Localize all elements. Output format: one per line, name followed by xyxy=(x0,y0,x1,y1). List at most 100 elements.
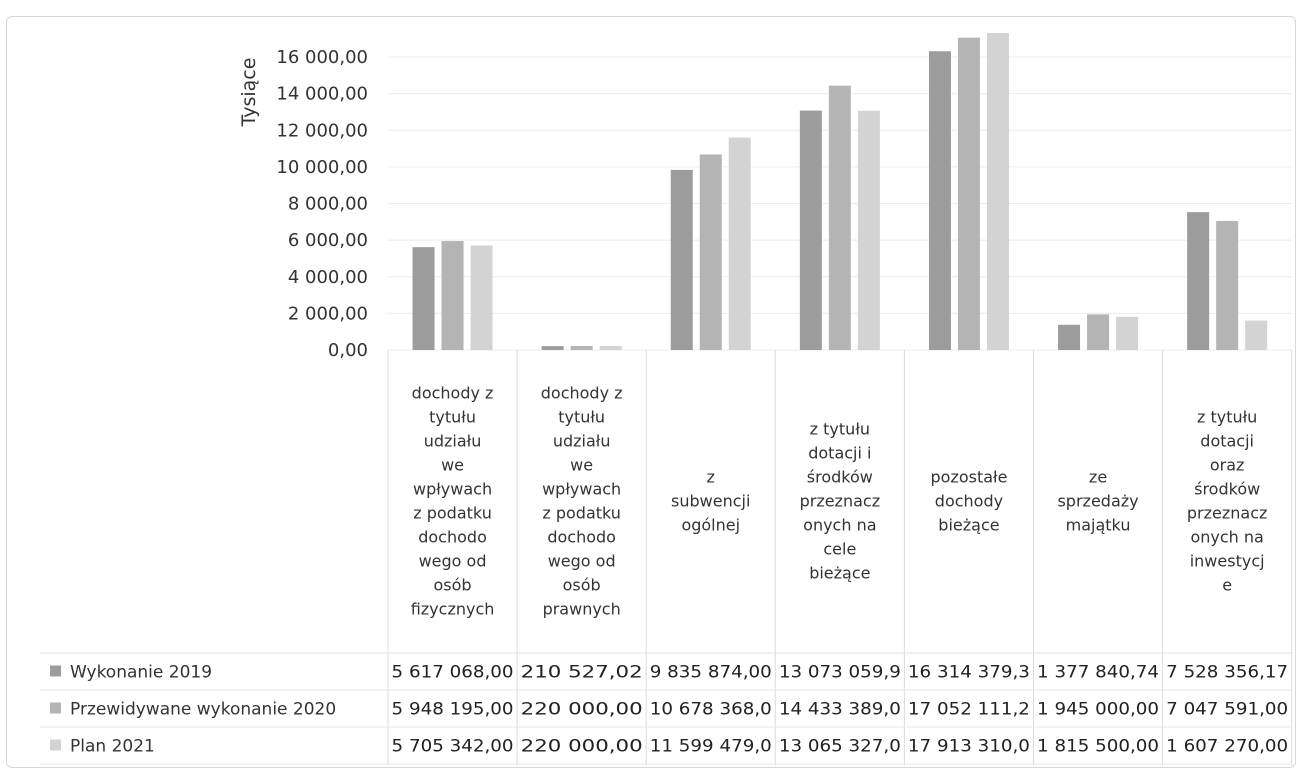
category-label: onych na xyxy=(1190,528,1263,547)
legend-label: Przewidywane wykonanie 2020 xyxy=(70,700,336,720)
bar-1-5 xyxy=(928,51,951,351)
table-cell: 9 835 874,00 xyxy=(650,663,772,683)
category-label: we xyxy=(570,456,593,475)
table-cell: 10 678 368,0 xyxy=(650,700,772,720)
category-label: majątku xyxy=(1066,516,1131,535)
y-tick-label: 6 000,00 xyxy=(288,230,368,251)
bar-1-3 xyxy=(670,169,693,350)
legend-swatch xyxy=(50,739,61,751)
bar-2-4 xyxy=(828,85,851,350)
category-label: we xyxy=(441,456,464,475)
category-label: ogólnej xyxy=(681,516,740,535)
bar-2-7 xyxy=(1216,220,1239,350)
category-label: fizycznych xyxy=(411,600,495,619)
table-cell: 5 705 342,00 xyxy=(392,737,514,757)
bar-3-1 xyxy=(470,245,493,350)
y-tick-label: 12 000,00 xyxy=(276,120,368,141)
category-label: oraz xyxy=(1210,456,1245,475)
y-tick-label: 14 000,00 xyxy=(276,84,368,105)
y-tick-label: 16 000,00 xyxy=(276,47,368,68)
category-label: udziału xyxy=(553,432,611,451)
bar-3-7 xyxy=(1245,320,1268,350)
bar-3-2 xyxy=(599,345,622,350)
bar-1-4 xyxy=(799,110,822,350)
table-cell: 17 913 310,0 xyxy=(908,737,1030,757)
table-cell: 13 065 327,0 xyxy=(779,737,901,757)
category-label: dotacji xyxy=(1200,432,1254,451)
table-cell: 1 945 000,00 xyxy=(1037,700,1159,720)
category-label: tytułu xyxy=(429,408,476,427)
table-cell: 210 527,02 xyxy=(521,663,643,683)
table-cell: 5 948 195,00 xyxy=(392,700,514,720)
table-cell: 11 599 479,0 xyxy=(650,737,772,757)
category-label: cele xyxy=(823,540,856,559)
table-cell: 1 377 840,74 xyxy=(1037,663,1159,683)
category-label: osób xyxy=(434,576,472,595)
category-label: z tytułu xyxy=(1197,408,1257,427)
bar-1-7 xyxy=(1187,212,1210,350)
category-label: przeznacz xyxy=(1187,504,1268,523)
category-label: sprzedaży xyxy=(1057,492,1138,511)
category-label: z podatku xyxy=(413,504,492,523)
bar-3-4 xyxy=(857,110,880,350)
table-cell: 17 052 111,2 xyxy=(908,700,1030,720)
table-cell: 220 000,00 xyxy=(521,737,643,757)
y-tick-label: 10 000,00 xyxy=(276,157,368,178)
category-label: dochodo xyxy=(547,528,616,547)
category-label: pozostałe xyxy=(930,468,1007,487)
category-label: inwestycj xyxy=(1190,552,1265,571)
category-label: wego od xyxy=(548,552,616,571)
data-table: dochody z tytułu udziału we wpływach z podatk… xyxy=(40,350,1293,766)
category-label: osób xyxy=(563,576,601,595)
bar-1-2 xyxy=(541,346,564,350)
category-label: prawnych xyxy=(543,600,621,619)
y-tick-label: 8 000,00 xyxy=(288,194,368,215)
bar-1-1 xyxy=(412,247,435,350)
legend-label: Wykonanie 2019 xyxy=(70,663,212,683)
chart-frame xyxy=(6,16,1296,768)
category-label: dochody z xyxy=(541,384,623,403)
bar-2-6 xyxy=(1087,314,1110,350)
category-label: dochody z xyxy=(412,384,494,403)
category-label: subwencji xyxy=(671,492,750,511)
table-cell: 13 073 059,9 xyxy=(779,663,901,683)
table-cell: 14 433 389,0 xyxy=(779,700,901,720)
bar-2-2 xyxy=(570,345,593,350)
legend-swatch xyxy=(50,702,61,714)
bars xyxy=(412,33,1268,351)
category-label: bieżące xyxy=(809,564,870,583)
category-label: ze xyxy=(1089,468,1107,487)
category-label: onych na xyxy=(803,516,876,535)
category-label: środków xyxy=(807,468,873,487)
category-label: środków xyxy=(1194,480,1260,499)
bar-2-3 xyxy=(699,154,722,350)
category-label: bieżące xyxy=(938,516,999,535)
table-cell: 7 047 591,00 xyxy=(1166,700,1288,720)
bar-2-5 xyxy=(957,37,980,351)
table-cell: 5 617 068,00 xyxy=(392,663,514,683)
category-label: przeznacz xyxy=(800,492,881,511)
category-label: wpływach xyxy=(542,480,621,499)
table-cell: 220 000,00 xyxy=(521,700,643,720)
legend-swatch xyxy=(50,665,61,677)
y-axis-title: Tysiące xyxy=(238,58,260,128)
table-cell: 1 815 500,00 xyxy=(1037,737,1159,757)
category-label: udziału xyxy=(424,432,482,451)
category-label: tytułu xyxy=(558,408,605,427)
category-label: z podatku xyxy=(542,504,621,523)
bar-1-6 xyxy=(1058,324,1081,350)
bar-3-3 xyxy=(728,137,751,350)
legend-label: Plan 2021 xyxy=(70,737,155,757)
category-label: dochody xyxy=(935,492,1003,511)
category-label: wego od xyxy=(419,552,487,571)
bar-2-1 xyxy=(441,241,464,350)
y-tick-label: 4 000,00 xyxy=(288,267,368,288)
category-label: wpływach xyxy=(413,480,492,499)
category-label: e xyxy=(1222,576,1232,595)
y-tick-label: 2 000,00 xyxy=(288,303,368,324)
bar-3-5 xyxy=(986,33,1009,350)
y-tick-label: 0,00 xyxy=(328,340,368,361)
category-label: z tytułu xyxy=(810,420,870,439)
y-axis-ticks: 16 000,00 14 000,00 12 000,00 10 000,00 8 00… xyxy=(276,47,368,361)
